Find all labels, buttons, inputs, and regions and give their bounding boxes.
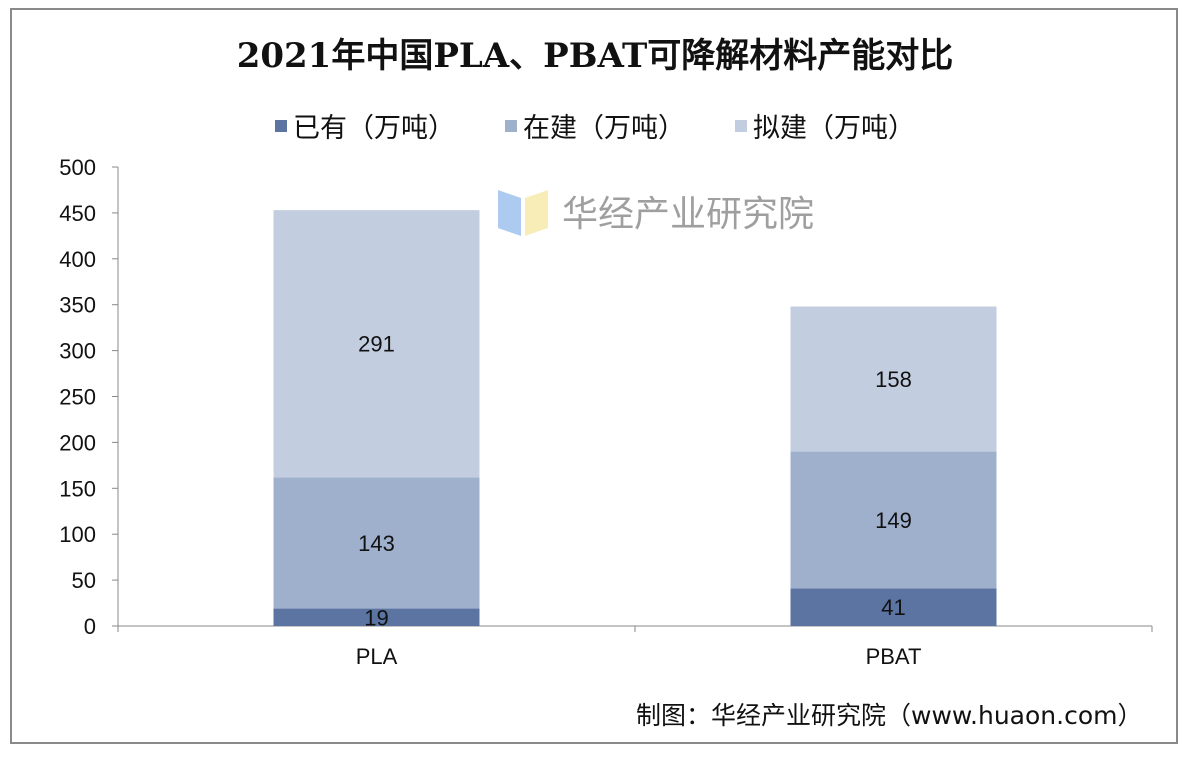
legend-label: 在建（万吨） <box>523 113 685 144</box>
data-label: 158 <box>875 367 912 392</box>
bar-segment <box>790 306 997 452</box>
legend: 已有（万吨） 在建（万吨） 拟建（万吨） <box>0 106 1190 145</box>
legend-item-building: 在建（万吨） <box>505 106 685 145</box>
chart-title: 2021年中国PLA、PBAT可降解材料产能对比 <box>236 36 954 76</box>
legend-label: 拟建（万吨） <box>753 113 915 144</box>
legend-swatch <box>275 119 287 132</box>
y-tick-label: 200 <box>59 430 96 455</box>
y-tick-label: 400 <box>59 247 96 272</box>
source-note: 制图：华经产业研究院（www.huaon.com） <box>636 701 1143 730</box>
legend-item-planned: 拟建（万吨） <box>735 106 915 145</box>
data-label: 41 <box>881 595 905 620</box>
watermark: 华经产业研究院 <box>498 185 814 237</box>
bar-segment <box>790 451 997 589</box>
data-label: 19 <box>364 605 388 630</box>
legend-swatch <box>735 119 747 132</box>
bar-segment <box>790 588 997 626</box>
watermark-logo <box>498 190 548 236</box>
y-tick-label: 50 <box>72 568 96 593</box>
y-tick-label: 300 <box>59 339 96 364</box>
bar-segment <box>273 608 480 626</box>
legend-swatch <box>505 119 517 132</box>
bar-segment <box>273 210 480 478</box>
y-tick-label: 500 <box>59 155 96 180</box>
x-tick-label: PLA <box>356 644 398 669</box>
legend-item-existing: 已有（万吨） <box>275 106 455 145</box>
data-label: 291 <box>358 332 395 357</box>
watermark-text: 华经产业研究院 <box>562 194 815 235</box>
y-tick-label: 0 <box>84 614 96 639</box>
y-tick-label: 100 <box>59 522 96 547</box>
bar-segment <box>273 477 480 609</box>
data-label: 143 <box>358 531 395 556</box>
y-tick-label: 150 <box>59 476 96 501</box>
legend-label: 已有（万吨） <box>293 113 455 144</box>
y-tick-label: 450 <box>59 201 96 226</box>
data-label: 149 <box>875 508 912 533</box>
y-tick-label: 250 <box>59 385 96 410</box>
y-tick-label: 350 <box>59 293 96 318</box>
x-tick-label: PBAT <box>866 644 922 669</box>
